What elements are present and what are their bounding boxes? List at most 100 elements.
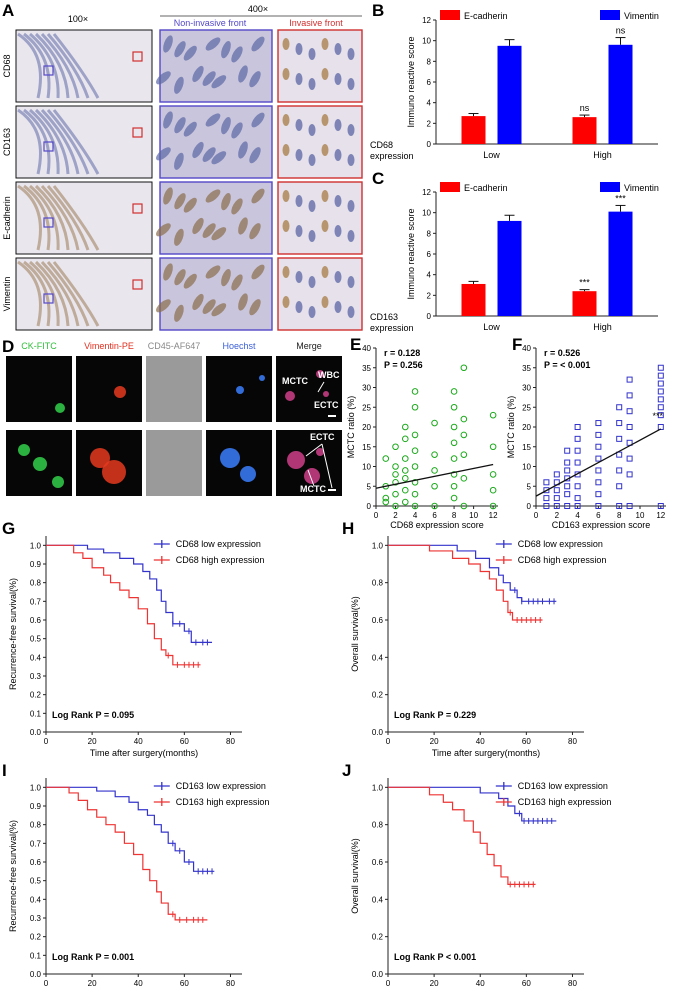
y-tick-label: 0.1 [30, 951, 42, 960]
scatter-point [411, 479, 419, 486]
scatter-point [595, 491, 602, 498]
cell-nucleus [321, 38, 329, 50]
y-tick-label: 15 [362, 443, 371, 452]
scatter-point [382, 498, 390, 506]
x-axis-label: Time after surgery(months) [432, 748, 540, 758]
scatter-point [543, 503, 550, 509]
cell-nucleus [321, 190, 329, 202]
channel-label: Vimentin-PE [84, 341, 134, 351]
tissue-fold [29, 108, 60, 175]
panel-letter-b: B [372, 1, 384, 20]
bar [461, 283, 486, 316]
x-tick-label: 0 [374, 511, 379, 520]
tissue-fold [29, 32, 60, 99]
x-tick-label: 6 [432, 511, 437, 520]
tissue-fold [34, 260, 70, 327]
scatter-point [392, 479, 399, 486]
x-tick-label: 40 [134, 979, 143, 988]
y-tick-label: 0.0 [372, 728, 384, 737]
channel-label: CD45-AF647 [148, 341, 201, 351]
scatter-point [489, 486, 497, 494]
legend-label: CD68 low expression [176, 539, 261, 549]
y-tick-label: 0.6 [30, 858, 42, 867]
cell-nucleus [249, 223, 261, 240]
cell-nucleus [231, 274, 243, 291]
significance-label: *** [652, 411, 663, 421]
log-rank-label: Log Rank P = 0.001 [52, 952, 134, 962]
cell-nucleus [221, 193, 231, 211]
scatter-point [657, 388, 664, 395]
cell-nucleus [282, 266, 290, 278]
y-tick-label: 0.1 [30, 709, 42, 718]
scatter-point [411, 388, 419, 395]
tissue-fold [17, 260, 42, 327]
cell-signal [220, 448, 240, 468]
y-tick-label: 0.8 [372, 579, 384, 588]
scatter-point [574, 495, 581, 502]
cell-nucleus [202, 71, 216, 86]
scatter-point [411, 403, 419, 411]
y-tick-label: 0.9 [30, 560, 42, 569]
micrograph-400x-invasive [277, 257, 363, 331]
micrograph-400x-invasive [277, 29, 363, 103]
survival-curve [46, 544, 201, 666]
scatter-point [657, 396, 664, 403]
y-tick-label: 20 [362, 423, 371, 432]
scatter-point [553, 471, 560, 478]
cell-nucleus [174, 228, 184, 246]
tissue-fold [17, 184, 42, 251]
cell-nucleus [251, 188, 265, 204]
cell-nucleus [251, 36, 265, 52]
y-tick-label: 0.8 [30, 579, 42, 588]
cell-signal [55, 403, 65, 413]
legend-label: CD163 high expression [518, 797, 612, 807]
panel-letter-j: J [342, 761, 351, 780]
panel-letter-c: C [372, 169, 384, 188]
roi-box-invasive [132, 279, 143, 290]
cell-nucleus [334, 73, 342, 85]
y-tick-label: 1.0 [372, 541, 384, 550]
scatter-point [657, 380, 664, 387]
y-tick-label: 5 [527, 482, 532, 491]
scatter-point [574, 435, 581, 442]
scatter-point [626, 408, 633, 415]
cell-nucleus [205, 37, 221, 51]
cell-nucleus [174, 117, 186, 134]
bar [497, 220, 522, 316]
tissue-fold [40, 260, 80, 327]
y-tick-label: 6 [427, 250, 432, 259]
scatter-point [657, 364, 664, 371]
cell-nucleus [205, 189, 221, 203]
scatter-point [460, 475, 468, 482]
y-tick-label: 0.9 [30, 802, 42, 811]
scatter-point [431, 419, 438, 427]
legend-label: CD68 high expression [518, 555, 607, 565]
cell-nucleus [251, 112, 265, 128]
cell-nucleus [174, 304, 184, 322]
roi-box-invasive [132, 51, 143, 62]
scatter-point [489, 502, 497, 510]
cell-nucleus [321, 144, 329, 156]
cell-nucleus [202, 147, 216, 162]
cell-signal [18, 444, 30, 456]
scatter-point [382, 494, 390, 502]
tissue-fold [34, 108, 70, 175]
panel-a-header-400x: 400× [248, 4, 268, 14]
x-axis-label: CD163 expression score [552, 520, 651, 530]
y-tick-label: 1.0 [372, 783, 384, 792]
bar [608, 44, 633, 144]
x-tick-label: Low [483, 322, 500, 332]
cell-nucleus [192, 141, 204, 159]
panel-a-header-100x: 100× [68, 14, 88, 24]
scatter-point [450, 471, 458, 478]
panel-a-row-label: CD163 [2, 128, 12, 156]
micrograph-400x-invasive [277, 105, 363, 179]
scatter-point [411, 490, 419, 498]
x-tick-label: 0 [386, 737, 391, 746]
tissue-fold [29, 260, 60, 327]
scatter-point [401, 423, 409, 431]
roi-box-invasive [132, 203, 143, 214]
significance-label: *** [579, 278, 590, 288]
tissue-fold [46, 109, 90, 175]
survival-chart-i: 0.0 0.1 0.2 0.3 0.4 0.5 0.6 0.7 0.8 0.9 1.0 0 20 40 60… [8, 778, 269, 991]
